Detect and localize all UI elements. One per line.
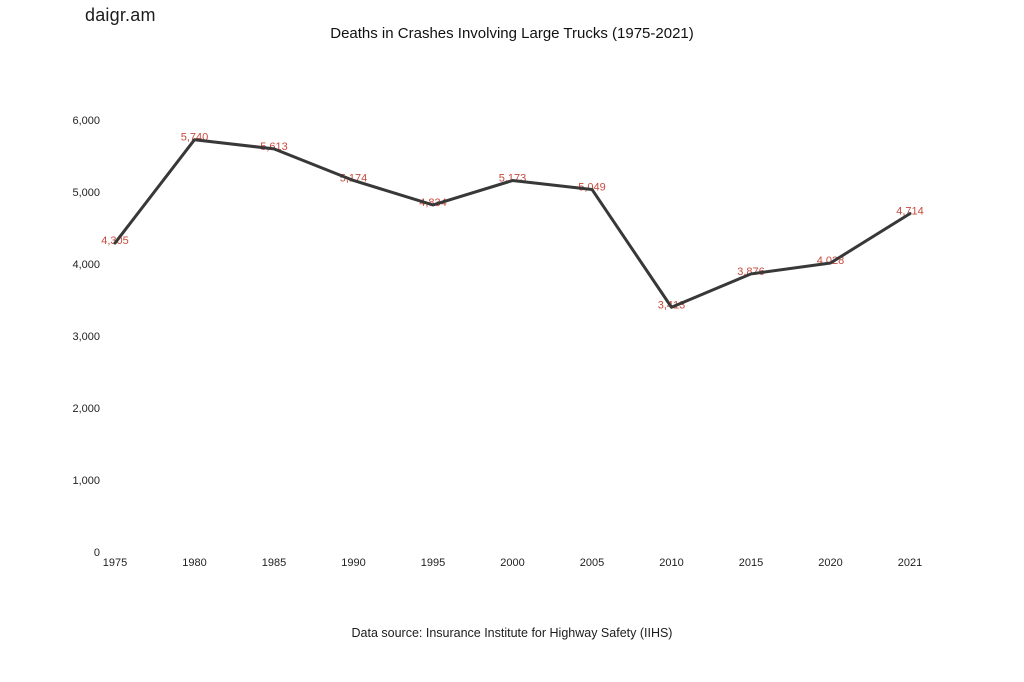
data-point-label: 4,834: [419, 197, 447, 209]
chart-title: Deaths in Crashes Involving Large Trucks…: [330, 25, 694, 42]
y-axis-tick-label: 5,000: [72, 187, 100, 199]
data-point-label: 3,876: [737, 266, 765, 278]
data-source-caption: Data source: Insurance Institute for Hig…: [351, 626, 673, 640]
deaths-line-series: [113, 138, 912, 309]
x-axis-tick-label: 2010: [659, 557, 684, 569]
data-point-label: 5,049: [578, 181, 606, 193]
daigram-logo: daigr.am: [85, 5, 156, 25]
x-axis-tick-label: 2005: [579, 557, 605, 569]
y-axis-tick-label: 2,000: [72, 403, 100, 415]
y-axis-tick-label: 3,000: [72, 331, 100, 343]
data-point-label: 4,714: [896, 206, 924, 218]
x-axis-tick-label: 1990: [341, 557, 366, 569]
x-axis-tick-label: 1980: [182, 557, 207, 569]
x-axis-tick-label: 1995: [420, 557, 446, 569]
x-axis-tick-label: 2000: [500, 557, 525, 569]
y-axis-tick-label: 4,000: [72, 259, 100, 271]
y-axis-tick-label: 1,000: [72, 475, 100, 487]
data-point-label: 5,613: [260, 141, 288, 153]
x-axis-tick-label: 2015: [738, 557, 764, 569]
x-axis-tick-label: 1975: [102, 557, 128, 569]
x-axis-tick-label: 2020: [818, 557, 843, 569]
y-axis-tick-label: 0: [93, 547, 100, 559]
x-axis-tick-label: 1985: [261, 557, 287, 569]
x-axis-tick-label: 2021: [897, 557, 923, 569]
y-axis-tick-label: 6,000: [72, 115, 100, 127]
